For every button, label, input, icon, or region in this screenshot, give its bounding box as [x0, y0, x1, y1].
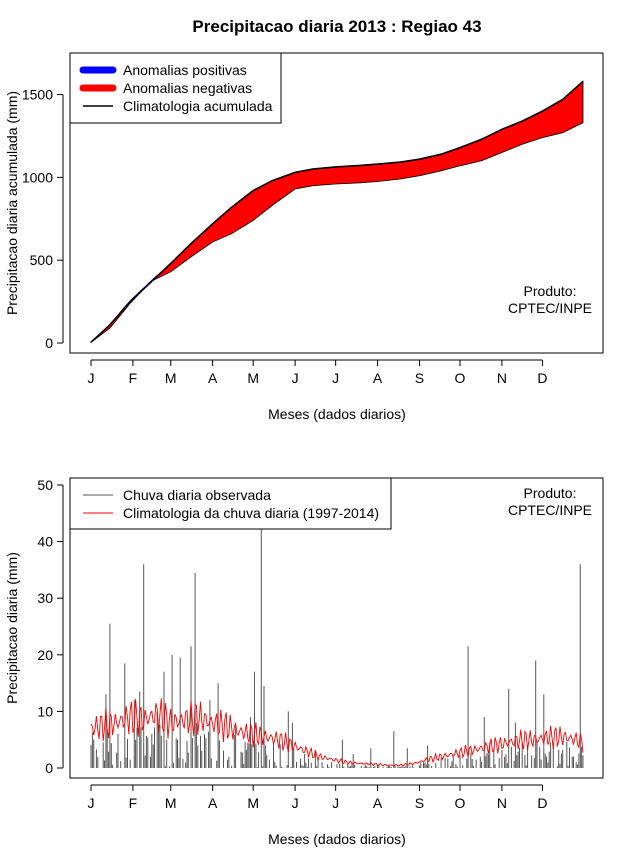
y-tick-label: 0 — [45, 760, 53, 776]
y-axis: 0 10 20 30 40 50 — [37, 477, 64, 776]
product-note-line: Produto: — [524, 485, 577, 501]
x-tick-label: J — [88, 795, 95, 811]
x-tick-label: A — [208, 370, 218, 386]
y-tick-label: 50 — [37, 477, 53, 493]
x-tick-label: D — [537, 370, 547, 386]
x-axis-label: Meses (dados diarios) — [268, 831, 406, 847]
x-tick-label: A — [208, 795, 218, 811]
x-tick-label: O — [455, 370, 466, 386]
plot-frame — [69, 52, 604, 354]
legend: Chuva diaria observada Climatologia da ch… — [69, 477, 392, 530]
x-tick-label: D — [537, 795, 547, 811]
x-tick-label: O — [455, 795, 466, 811]
y-tick-label: 30 — [37, 590, 53, 606]
x-tick-label: N — [497, 370, 507, 386]
accumulated-precipitation-panel: 0 500 1000 1500 J F M A M J J A S O N D Meses (dados dia… — [4, 52, 604, 422]
legend-label: Anomalias negativas — [123, 80, 252, 96]
y-axis: 0 500 1000 1500 — [22, 87, 64, 351]
x-tick-label: J — [292, 795, 299, 811]
x-tick-label: A — [373, 795, 383, 811]
chart-title: Precipitacao diaria 2013 : Regiao 43 — [192, 17, 481, 36]
y-tick-label: 20 — [37, 647, 53, 663]
climatology-daily-line — [90, 698, 584, 767]
x-axis-label: Meses (dados diarios) — [268, 406, 406, 422]
product-note-line: CPTEC/INPE — [508, 300, 592, 316]
x-tick-label: N — [497, 795, 507, 811]
x-tick-label: J — [292, 370, 299, 386]
x-tick-label: M — [247, 370, 259, 386]
x-tick-label: A — [373, 370, 383, 386]
x-tick-label: J — [332, 370, 339, 386]
daily-precipitation-panel: 0 10 20 30 40 50 J F M A M J J A S O N D Meses (dados diar… — [4, 477, 604, 847]
x-tick-label: M — [247, 795, 259, 811]
legend-label: Anomalias positivas — [123, 62, 247, 78]
legend-box — [69, 477, 392, 530]
x-tick-label: S — [415, 370, 424, 386]
y-tick-label: 1000 — [22, 169, 53, 185]
product-note-line: CPTEC/INPE — [508, 502, 592, 518]
y-tick-label: 1500 — [22, 87, 53, 103]
x-tick-label: M — [165, 795, 177, 811]
x-tick-label: F — [129, 795, 138, 811]
legend-label: Climatologia acumulada — [123, 98, 273, 114]
y-tick-label: 10 — [37, 703, 53, 719]
observed-bars — [90, 524, 584, 768]
product-note-line: Produto: — [524, 283, 577, 299]
y-tick-label: 0 — [45, 335, 53, 351]
climatology-accumulated-line — [90, 80, 584, 343]
y-axis-label: Precipitacao diaria acumulada (mm) — [4, 91, 20, 315]
x-tick-label: J — [332, 795, 339, 811]
y-axis-label: Precipitacao diaria (mm) — [4, 552, 20, 704]
legend-label: Climatologia da chuva diaria (1997-2014) — [123, 505, 379, 521]
legend: Anomalias positivas Anomalias negativas Cl… — [69, 52, 282, 124]
legend-label: Chuva diaria observada — [123, 487, 271, 503]
x-tick-label: F — [129, 370, 138, 386]
x-tick-label: M — [165, 370, 177, 386]
y-tick-label: 500 — [30, 252, 54, 268]
x-tick-label: J — [88, 370, 95, 386]
y-tick-label: 40 — [37, 534, 53, 550]
x-tick-label: S — [415, 795, 424, 811]
